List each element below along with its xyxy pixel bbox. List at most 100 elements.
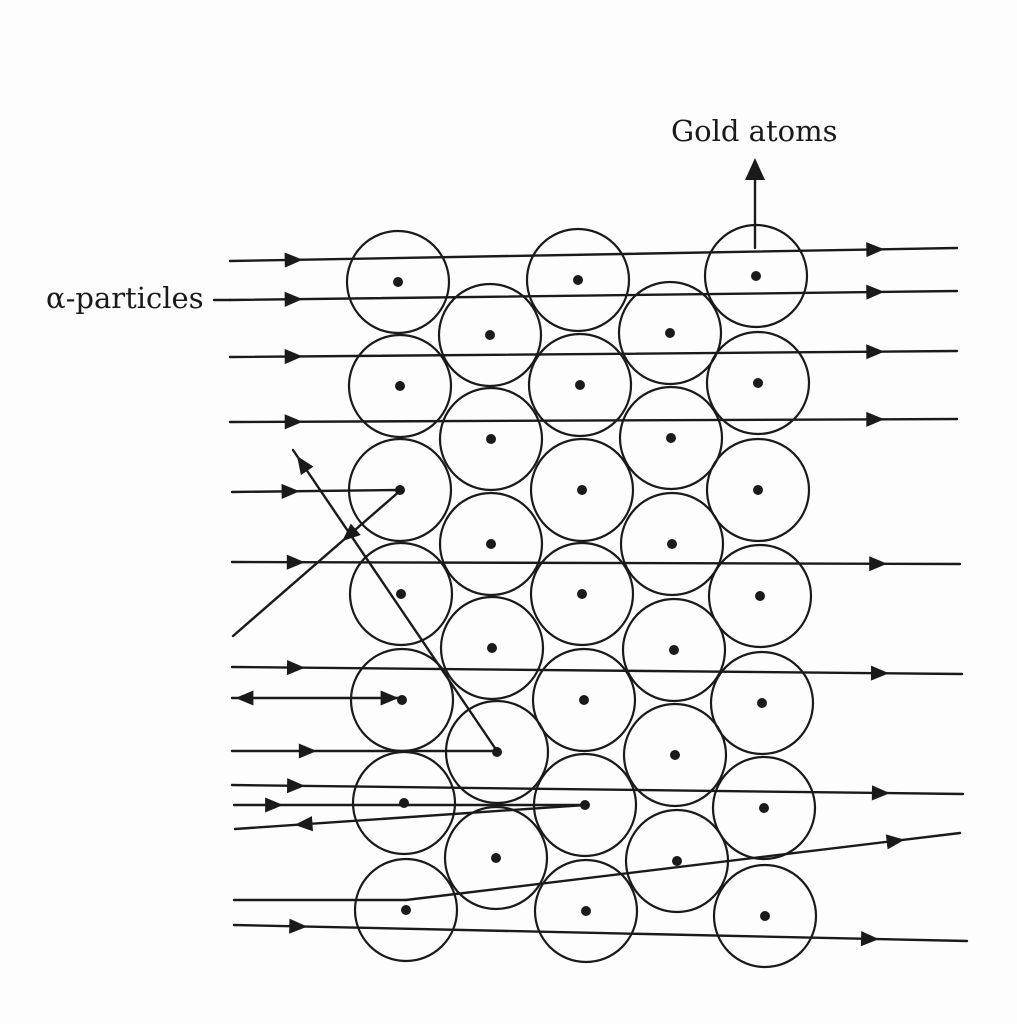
nucleus-dot <box>485 330 495 340</box>
atom-circle <box>437 282 543 388</box>
nucleus-dot <box>573 275 583 285</box>
alpha-path-undeflected <box>228 284 959 307</box>
atom-circle <box>347 333 453 439</box>
gold-atom <box>529 437 635 543</box>
atom-circle <box>622 702 728 808</box>
gold-atom <box>438 491 544 597</box>
gold-atom <box>712 863 818 969</box>
arrowhead <box>235 690 254 706</box>
path-line <box>232 923 969 943</box>
alpha-path-undeflected <box>228 411 959 430</box>
nucleus-dot <box>753 378 763 388</box>
gold-atom <box>525 227 631 333</box>
path-line <box>230 665 964 676</box>
atom-circle <box>709 650 815 756</box>
nucleus-dot <box>665 328 675 338</box>
path-line <box>404 831 962 902</box>
atom-circle <box>533 858 639 964</box>
atom-circle <box>618 385 724 491</box>
atom-circle <box>353 857 459 963</box>
gold-atom <box>707 543 813 649</box>
arrowhead <box>380 690 399 706</box>
arrowhead <box>284 414 303 430</box>
atom-circle <box>345 229 451 335</box>
nucleus-dot <box>667 539 677 549</box>
gold-atom <box>705 330 811 436</box>
atom-circle <box>439 595 545 701</box>
arrowhead <box>286 554 305 570</box>
gold-atom <box>527 332 633 438</box>
nucleus-dot <box>577 589 587 599</box>
arrowhead <box>284 252 303 268</box>
alpha-path-reflection <box>232 797 587 832</box>
nucleus-dot <box>751 271 761 281</box>
gold-atom <box>622 702 728 808</box>
atom-circle <box>531 647 637 753</box>
path-line <box>228 349 959 359</box>
nucleus-dot <box>669 645 679 655</box>
nucleus-dot <box>581 906 591 916</box>
arrowhead <box>869 556 888 572</box>
gold-atom <box>711 755 817 861</box>
arrowhead <box>281 483 300 499</box>
nucleus-dot <box>397 695 407 705</box>
nucleus-dot <box>753 485 763 495</box>
gold-atom <box>345 229 451 335</box>
gold-atom <box>617 280 723 386</box>
gold-atom <box>619 491 725 597</box>
nucleus-dot <box>491 853 501 863</box>
nucleus-dot <box>670 750 680 760</box>
alpha-particle-paths <box>228 242 969 947</box>
atom-circle <box>348 541 454 647</box>
gold-atom <box>709 650 815 756</box>
gold-atom <box>347 333 453 439</box>
alpha-path-rebound <box>230 690 404 706</box>
gold-atom <box>618 385 724 491</box>
arrowhead <box>284 291 303 307</box>
arrowhead <box>265 797 284 813</box>
atom-circle <box>438 491 544 597</box>
alpha-path-undeflected <box>228 344 959 365</box>
nucleus-dot <box>575 380 585 390</box>
gold-atoms-arrow <box>745 158 765 250</box>
atom-circle <box>705 437 811 543</box>
arrowhead <box>286 659 305 676</box>
gold-atom <box>437 282 543 388</box>
nucleus-dot <box>487 643 497 653</box>
atom-circle <box>707 543 813 649</box>
nucleus-dot <box>399 798 409 808</box>
nucleus-dot <box>757 698 767 708</box>
path-line <box>231 488 403 638</box>
arrowhead <box>866 284 885 300</box>
alpha-path-undeflected <box>230 778 965 801</box>
nucleus-dot <box>396 589 406 599</box>
nucleus-dot <box>760 911 770 921</box>
arrowhead <box>860 931 880 947</box>
gold-atom <box>624 808 730 914</box>
gold-atom <box>348 541 454 647</box>
arrowhead <box>289 918 308 934</box>
path-line <box>228 289 959 302</box>
arrowhead <box>745 158 765 180</box>
arrowhead <box>866 242 885 258</box>
alpha-path-undeflected <box>232 918 969 947</box>
arrowhead <box>885 834 905 850</box>
arrowhead <box>870 665 889 681</box>
atom-circle <box>705 330 811 436</box>
atom-circle <box>529 541 635 647</box>
gold-atom <box>443 805 549 911</box>
gold-atoms-label: Gold atoms <box>671 114 838 148</box>
gold-atom <box>353 857 459 963</box>
gold-atom <box>439 595 545 701</box>
arrowhead <box>284 348 303 365</box>
nucleus-dot <box>759 803 769 813</box>
atom-circle <box>619 491 725 597</box>
nucleus-dot <box>755 591 765 601</box>
atom-circle <box>621 597 727 703</box>
atom-circle <box>525 227 631 333</box>
arrowhead <box>342 523 361 542</box>
nucleus-dot <box>579 695 589 705</box>
path-line <box>230 488 403 494</box>
atom-circle <box>711 755 817 861</box>
